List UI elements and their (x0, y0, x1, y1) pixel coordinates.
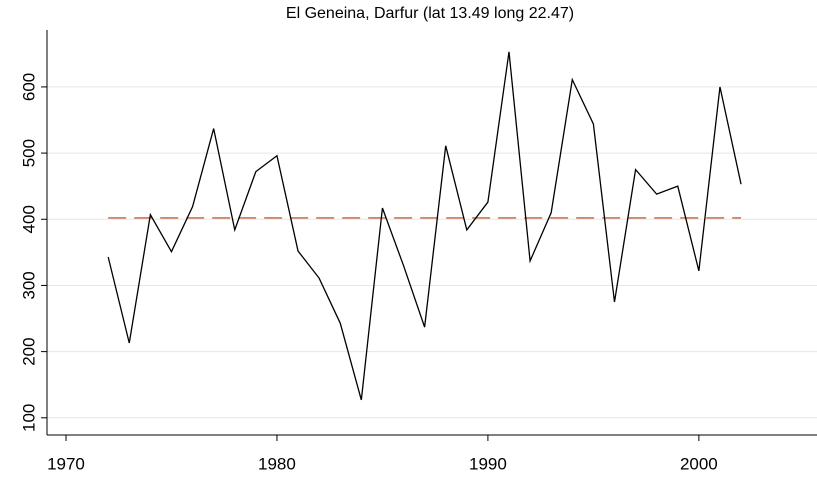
x-tick-label: 1980 (258, 454, 296, 473)
chart-title: El Geneina, Darfur (lat 13.49 long 22.47… (286, 5, 574, 22)
x-tick-label: 1970 (47, 454, 85, 473)
x-tick-label: 1990 (469, 454, 507, 473)
y-tick-label: 200 (19, 337, 38, 365)
x-tick-label: 2000 (680, 454, 718, 473)
y-tick-label: 600 (19, 73, 38, 101)
y-tick-label: 400 (19, 205, 38, 233)
y-tick-label: 100 (19, 404, 38, 432)
y-tick-label: 500 (19, 139, 38, 167)
y-tick-label: 300 (19, 271, 38, 299)
data-line (107, 51, 742, 401)
